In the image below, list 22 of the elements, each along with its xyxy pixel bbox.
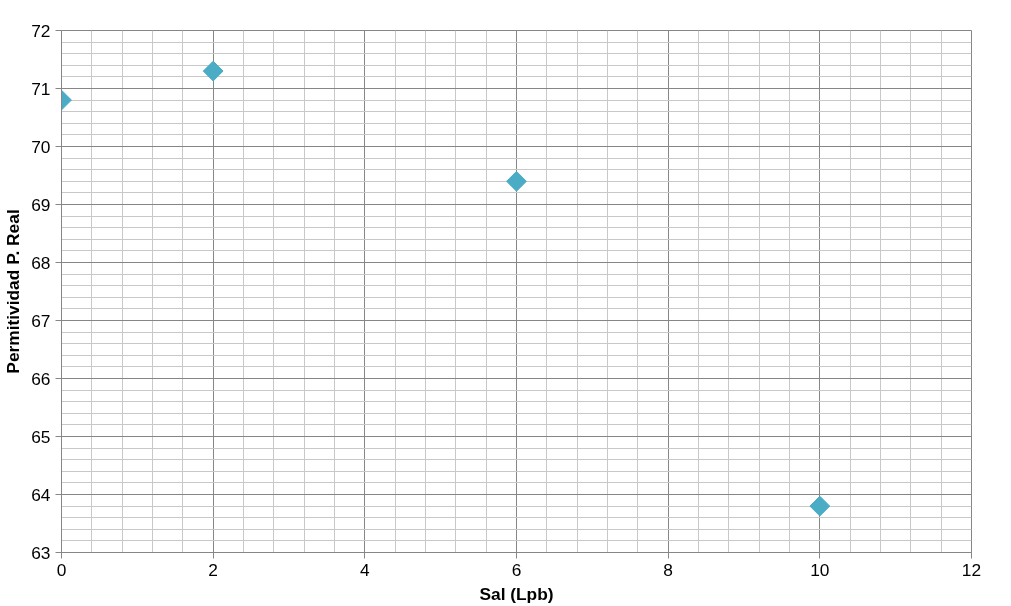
- x-tick-label: 8: [663, 559, 673, 580]
- x-tick-label: 10: [810, 559, 830, 580]
- x-tick-label: 0: [56, 559, 67, 580]
- y-tick-label: 65: [31, 426, 51, 447]
- point: [202, 60, 224, 82]
- x-tick-label: 6: [511, 559, 522, 580]
- y-tick-label: 63: [31, 542, 51, 563]
- y-tick-label: 68: [31, 252, 51, 273]
- x-tick-label: 4: [360, 559, 371, 580]
- point: [809, 495, 831, 517]
- point: [506, 170, 527, 192]
- y-tick-label: 71: [31, 78, 51, 99]
- x-tick-label: 12: [961, 559, 982, 580]
- y-tick-label: 67: [31, 310, 51, 331]
- y-axis-title: Permitividad P. Real: [3, 209, 24, 374]
- x-tick-label: 2: [208, 559, 218, 580]
- y-tick-label: 69: [31, 194, 51, 215]
- y-tick-label: 70: [31, 136, 51, 157]
- y-tick-label: 72: [31, 20, 51, 41]
- y-tick-label: 64: [31, 484, 51, 505]
- x-axis-title: Sal (Lpb): [479, 583, 554, 604]
- y-tick-label: 66: [31, 368, 51, 389]
